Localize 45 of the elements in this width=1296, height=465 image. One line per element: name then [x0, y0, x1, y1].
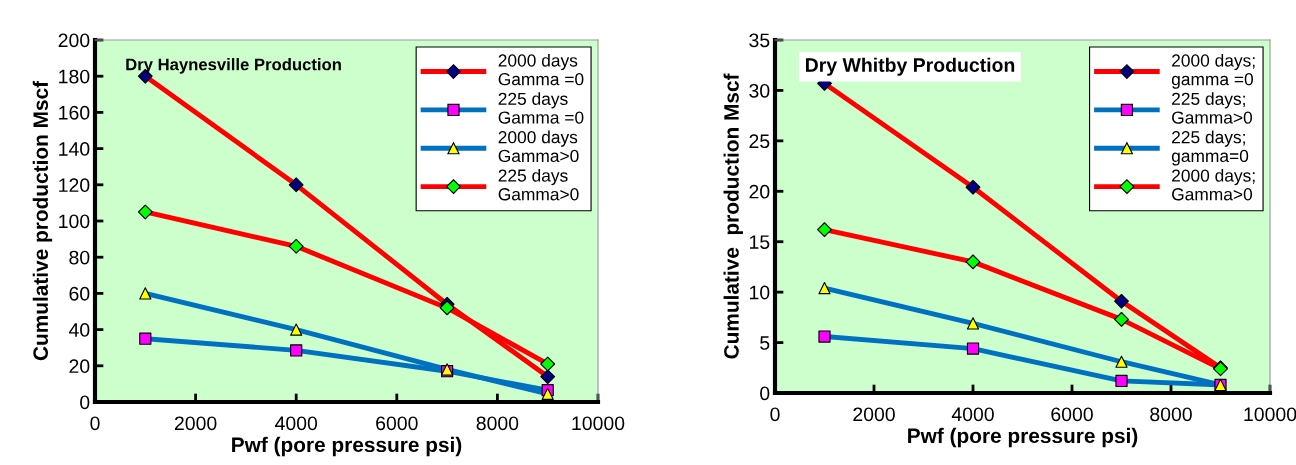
- legend-label: 225 days Gamma>0: [498, 168, 579, 201]
- y-tick-label: 5: [760, 336, 770, 350]
- x-tick-label: 10000: [572, 416, 625, 431]
- x-tick-label: 0: [90, 416, 100, 431]
- legend-label: 2000 days Gamma>0: [498, 130, 579, 163]
- y-axis-title: Cumulative production Mscf: [32, 80, 53, 361]
- y-tick-label: 140: [59, 142, 90, 156]
- y-tick-label: 200: [58, 33, 90, 48]
- x-tick-label: 0: [770, 407, 780, 422]
- y-tick-label: 40: [68, 323, 90, 337]
- y-tick-label: 160: [59, 105, 90, 120]
- y-tick-label: 35: [749, 33, 770, 48]
- y-axis-title: Cumulative production Mscf: [723, 73, 743, 359]
- legend-label: 2000 days Gamma =0: [498, 53, 584, 86]
- y-tick-label: 180: [59, 69, 90, 84]
- text: Dry Whitby Production: [806, 57, 1015, 76]
- y-tick-label: 120: [59, 178, 90, 193]
- y-tick-label: 80: [69, 250, 90, 265]
- x-tick-label: 8000: [1150, 407, 1192, 422]
- legend-label: 2000 days; Gamma>0: [1172, 168, 1255, 201]
- y-tick-label: 0: [760, 386, 770, 401]
- x-axis-title: Pwf (pore pressure psi): [232, 436, 462, 457]
- y-tick-label: 20: [749, 184, 770, 199]
- x-tick-label: 2000: [174, 416, 217, 431]
- y-tick-label: 10: [750, 285, 770, 300]
- x-tick-label: 6000: [1051, 407, 1093, 422]
- x-axis-title: Pwf (pore pressure psi): [908, 427, 1138, 448]
- x-tick-label: 4000: [275, 416, 318, 431]
- y-tick-label: 20: [69, 359, 90, 374]
- x-tick-label: 8000: [476, 416, 519, 431]
- legend-label: 2000 days; gamma =0: [1171, 53, 1255, 89]
- x-tick-label: 4000: [951, 407, 994, 422]
- legend-label: 225 days; Gamma>0: [1172, 92, 1253, 124]
- y-tick-label: 100: [59, 214, 90, 229]
- x-tick-label: 10000: [1244, 407, 1296, 422]
- x-tick-label: 2000: [853, 407, 895, 422]
- y-tick-label: 30: [749, 83, 770, 98]
- legend-label: 225 days Gamma =0: [498, 92, 584, 124]
- y-tick-label: 60: [69, 286, 90, 301]
- x-tick-label: 6000: [376, 416, 418, 431]
- text: Dry Haynesville Production: [126, 58, 341, 74]
- y-tick-label: 25: [749, 134, 770, 149]
- y-tick-label: 0: [80, 395, 90, 410]
- legend-label: 225 days; gamma=0: [1171, 130, 1249, 166]
- y-tick-label: 15: [750, 235, 770, 249]
